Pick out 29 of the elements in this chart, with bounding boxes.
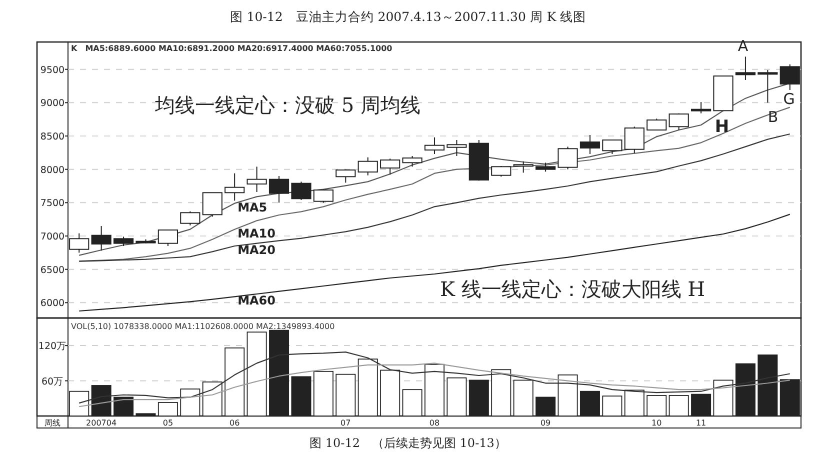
candlestick xyxy=(336,168,356,184)
candlestick xyxy=(424,136,445,154)
candlestick xyxy=(224,172,245,202)
annotation: K MA5:6889.6000 MA10:6891.2000 MA20:6917.4000 MA60:7055.1000 xyxy=(71,44,392,53)
annotation: H xyxy=(714,117,730,137)
candlestick xyxy=(246,166,267,192)
candlestick xyxy=(513,160,534,174)
annotation: K 线一线定心：没破大阳线 H xyxy=(440,277,706,301)
candlestick xyxy=(91,226,112,252)
candlestick xyxy=(735,56,756,80)
candlestick xyxy=(358,156,378,176)
candlestick xyxy=(690,102,712,114)
candlestick xyxy=(402,156,422,168)
candlestick xyxy=(446,140,467,156)
annotation: VOL(5,10) 1078338.0000 MA1:1102608.0000 MA2:1349893.4000 xyxy=(71,322,335,331)
title: 图 10-12 豆油主力合约 2007.4.13～2007.11.30 周 K 线图 xyxy=(230,9,586,24)
annotation: B xyxy=(768,108,778,126)
candlestick xyxy=(113,236,134,246)
candlestick xyxy=(758,70,778,104)
annotation: 均线一线定心：没破 5 周均线 xyxy=(155,93,420,117)
candlestick xyxy=(602,140,622,154)
candlestick xyxy=(580,134,600,154)
candlestick xyxy=(380,158,400,176)
annotation: G xyxy=(783,90,795,108)
candlestick xyxy=(624,126,644,154)
candlestick xyxy=(668,112,689,130)
xlabel: 周线 xyxy=(44,418,60,428)
annotation: 图 10-12 （后续走势见图 10-13） xyxy=(310,436,506,450)
candlestick xyxy=(268,176,290,204)
